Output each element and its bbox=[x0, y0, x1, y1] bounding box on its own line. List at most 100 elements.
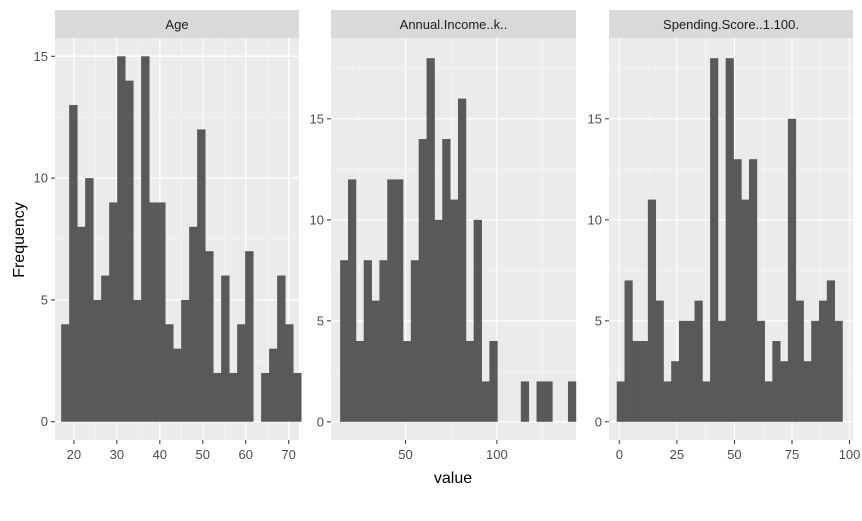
x-tick-label: 40 bbox=[153, 447, 167, 462]
histogram-bar bbox=[347, 179, 357, 422]
histogram-bar bbox=[69, 105, 78, 422]
histogram-bar bbox=[237, 324, 246, 422]
histogram-bar bbox=[567, 381, 577, 422]
histogram-bar bbox=[457, 98, 467, 422]
y-tick-label: 5 bbox=[317, 313, 324, 328]
histogram-bar bbox=[741, 199, 750, 422]
histogram-bar bbox=[616, 381, 625, 422]
histogram-bar bbox=[655, 300, 664, 422]
y-tick-label: 15 bbox=[310, 111, 324, 126]
histogram-bar bbox=[787, 118, 797, 422]
histogram-bar bbox=[756, 320, 765, 422]
histogram-bar bbox=[77, 226, 86, 422]
histogram-bar bbox=[803, 361, 812, 422]
histogram-bar bbox=[694, 300, 703, 422]
histogram-bar bbox=[733, 159, 742, 422]
x-tick-label: 25 bbox=[670, 447, 684, 462]
histogram-bar bbox=[678, 320, 688, 422]
histogram-bar bbox=[834, 320, 843, 422]
histogram-bar bbox=[710, 58, 719, 422]
histogram-bar bbox=[379, 260, 388, 422]
facet-panel-3: Spending.Score..1.100. 0 5 10 15 0 25 50 75 100 bbox=[588, 10, 861, 462]
histogram-bar bbox=[173, 348, 182, 422]
y-tick-label: 10 bbox=[588, 212, 602, 227]
histogram-bar bbox=[402, 341, 412, 422]
histogram-bar bbox=[245, 251, 254, 422]
histogram-bar bbox=[671, 361, 680, 422]
histogram-bar bbox=[725, 58, 734, 422]
x-tick-label: 100 bbox=[486, 447, 508, 462]
facet-strip-label: Spending.Score..1.100. bbox=[663, 17, 799, 32]
histogram-bar bbox=[544, 381, 553, 422]
histogram-bar bbox=[536, 381, 545, 422]
histogram-bar bbox=[442, 139, 451, 422]
histogram-bar bbox=[418, 139, 427, 422]
histogram-bar bbox=[465, 341, 475, 422]
x-tick-label: 75 bbox=[785, 447, 799, 462]
histogram-bar bbox=[93, 299, 102, 422]
y-tick-label: 10 bbox=[34, 171, 48, 186]
histogram-bar bbox=[371, 300, 380, 422]
facet-strip bbox=[331, 10, 576, 38]
facet-strip bbox=[609, 10, 853, 38]
histogram-bar bbox=[395, 179, 404, 422]
x-axis-title: value bbox=[434, 470, 472, 487]
facet-strip-label: Annual.Income..k.. bbox=[400, 17, 508, 32]
histogram-bar bbox=[277, 275, 286, 422]
histogram-bar bbox=[772, 341, 781, 422]
y-axis-title: Frequency bbox=[11, 202, 28, 278]
histogram-bar bbox=[520, 381, 530, 422]
histogram-bar bbox=[229, 373, 238, 422]
histogram-bar bbox=[355, 341, 365, 422]
histogram-bar bbox=[434, 219, 443, 422]
histogram-bar bbox=[363, 260, 372, 422]
facet-strip bbox=[55, 10, 299, 38]
histogram-bar bbox=[141, 56, 150, 422]
histogram-bar bbox=[109, 202, 118, 422]
histogram-bar bbox=[819, 300, 828, 422]
histogram-bar bbox=[640, 341, 649, 422]
x-tick-label: 60 bbox=[238, 447, 252, 462]
y-tick-label: 15 bbox=[588, 111, 602, 126]
facet-panel-1: Age 0 5 10 15 20 30 40 50 60 70 bbox=[34, 10, 302, 462]
histogram-bar bbox=[101, 275, 110, 422]
x-tick-label: 50 bbox=[398, 447, 412, 462]
histogram-bar bbox=[450, 199, 459, 422]
histogram-bar bbox=[85, 178, 94, 422]
histogram-bar bbox=[181, 299, 190, 422]
histogram-bar bbox=[340, 260, 349, 422]
x-tick-label: 70 bbox=[281, 447, 295, 462]
facet-panel-2: Annual.Income..k.. 0 5 10 15 50 100 bbox=[310, 10, 577, 462]
histogram-bar bbox=[133, 299, 142, 422]
histogram-bar bbox=[481, 381, 490, 422]
facet-strip-label: Age bbox=[165, 17, 188, 32]
x-tick-label: 30 bbox=[110, 447, 124, 462]
histogram-bar bbox=[749, 159, 758, 422]
histogram-bar bbox=[647, 199, 657, 422]
x-tick-label: 50 bbox=[727, 447, 741, 462]
x-tick-label: 20 bbox=[67, 447, 81, 462]
histogram-bar bbox=[157, 202, 166, 422]
histogram-bar bbox=[811, 320, 820, 422]
histogram-bar bbox=[686, 320, 695, 422]
histogram-bar bbox=[387, 179, 396, 422]
histogram-bar bbox=[269, 348, 278, 422]
histogram-bar bbox=[795, 300, 804, 422]
histogram-bar bbox=[410, 260, 420, 422]
histogram-bar bbox=[702, 381, 711, 422]
histogram-bar bbox=[624, 280, 633, 422]
x-tick-label: 100 bbox=[839, 447, 861, 462]
histogram-bar bbox=[197, 129, 206, 422]
histogram-bar bbox=[293, 373, 302, 422]
y-tick-label: 5 bbox=[41, 292, 48, 307]
histogram-bar bbox=[221, 275, 230, 422]
histogram-bar bbox=[717, 320, 727, 422]
y-tick-label: 5 bbox=[595, 313, 602, 328]
histogram-bar bbox=[663, 381, 672, 422]
histogram-bar bbox=[780, 361, 789, 422]
histogram-bar bbox=[261, 373, 270, 422]
histogram-bar bbox=[165, 324, 174, 422]
y-tick-label: 10 bbox=[310, 212, 324, 227]
